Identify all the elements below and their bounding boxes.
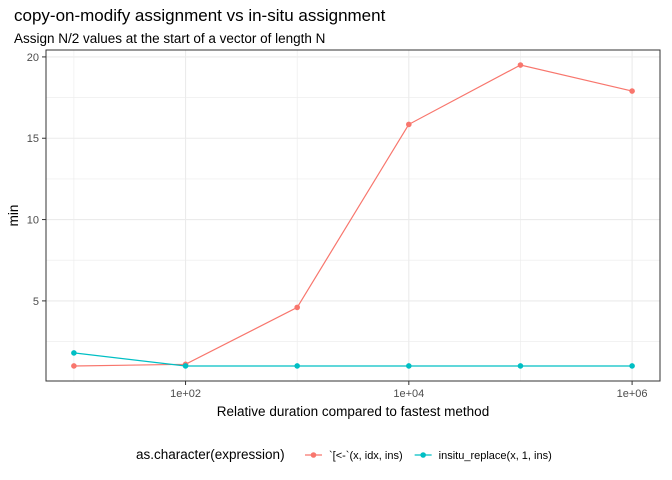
y-tick-label: 5	[33, 296, 39, 308]
series-2-point	[629, 363, 635, 369]
series-2-point	[406, 363, 412, 369]
x-axis-ticks: 1e+02 1e+04 1e+06	[170, 381, 648, 400]
legend-key-point-1	[310, 452, 317, 458]
series-1-point	[517, 62, 524, 68]
y-tick-label: 10	[27, 215, 39, 227]
series-line-1	[73, 64, 633, 367]
legend-items: `[<-`(x, idx, ins) insitu_replace(x, 1, i…	[305, 450, 552, 462]
plot-panel	[45, 49, 661, 382]
series-1-point	[629, 88, 635, 94]
series-2-point	[517, 363, 524, 369]
legend-key-point-2	[420, 452, 426, 458]
y-axis-ticks: 5 10 15 20	[27, 52, 46, 308]
legend-title: as.character(expression)	[136, 447, 285, 462]
series-1-point	[294, 304, 300, 311]
y-tick-label: 15	[27, 133, 39, 145]
legend-label-1: `[<-`(x, idx, ins)	[329, 450, 403, 462]
grid-minor	[46, 50, 660, 381]
series-line-2	[73, 352, 633, 367]
series-2-point	[71, 350, 77, 356]
x-axis-title: Relative duration compared to fastest me…	[217, 404, 489, 419]
series-1-point	[71, 363, 77, 369]
series-layer	[71, 62, 635, 369]
grid-major	[46, 50, 660, 381]
x-tick-label: 1e+06	[617, 388, 648, 400]
y-tick-label: 20	[27, 52, 39, 64]
x-tick-label: 1e+04	[393, 388, 424, 400]
x-tick-label: 1e+02	[170, 388, 201, 400]
legend: as.character(expression) `[<-`(x, idx, i…	[136, 447, 552, 462]
chart-title: copy-on-modify assignment vs in-situ ass…	[14, 6, 386, 25]
series-2-point	[182, 363, 189, 369]
series-1-point	[406, 121, 412, 128]
chart-subtitle: Assign N/2 values at the start of a vect…	[14, 31, 325, 46]
series-2-point	[294, 363, 300, 369]
legend-label-2: insitu_replace(x, 1, ins)	[439, 450, 552, 462]
y-axis-title: min	[6, 205, 21, 227]
panel-border	[45, 49, 661, 382]
